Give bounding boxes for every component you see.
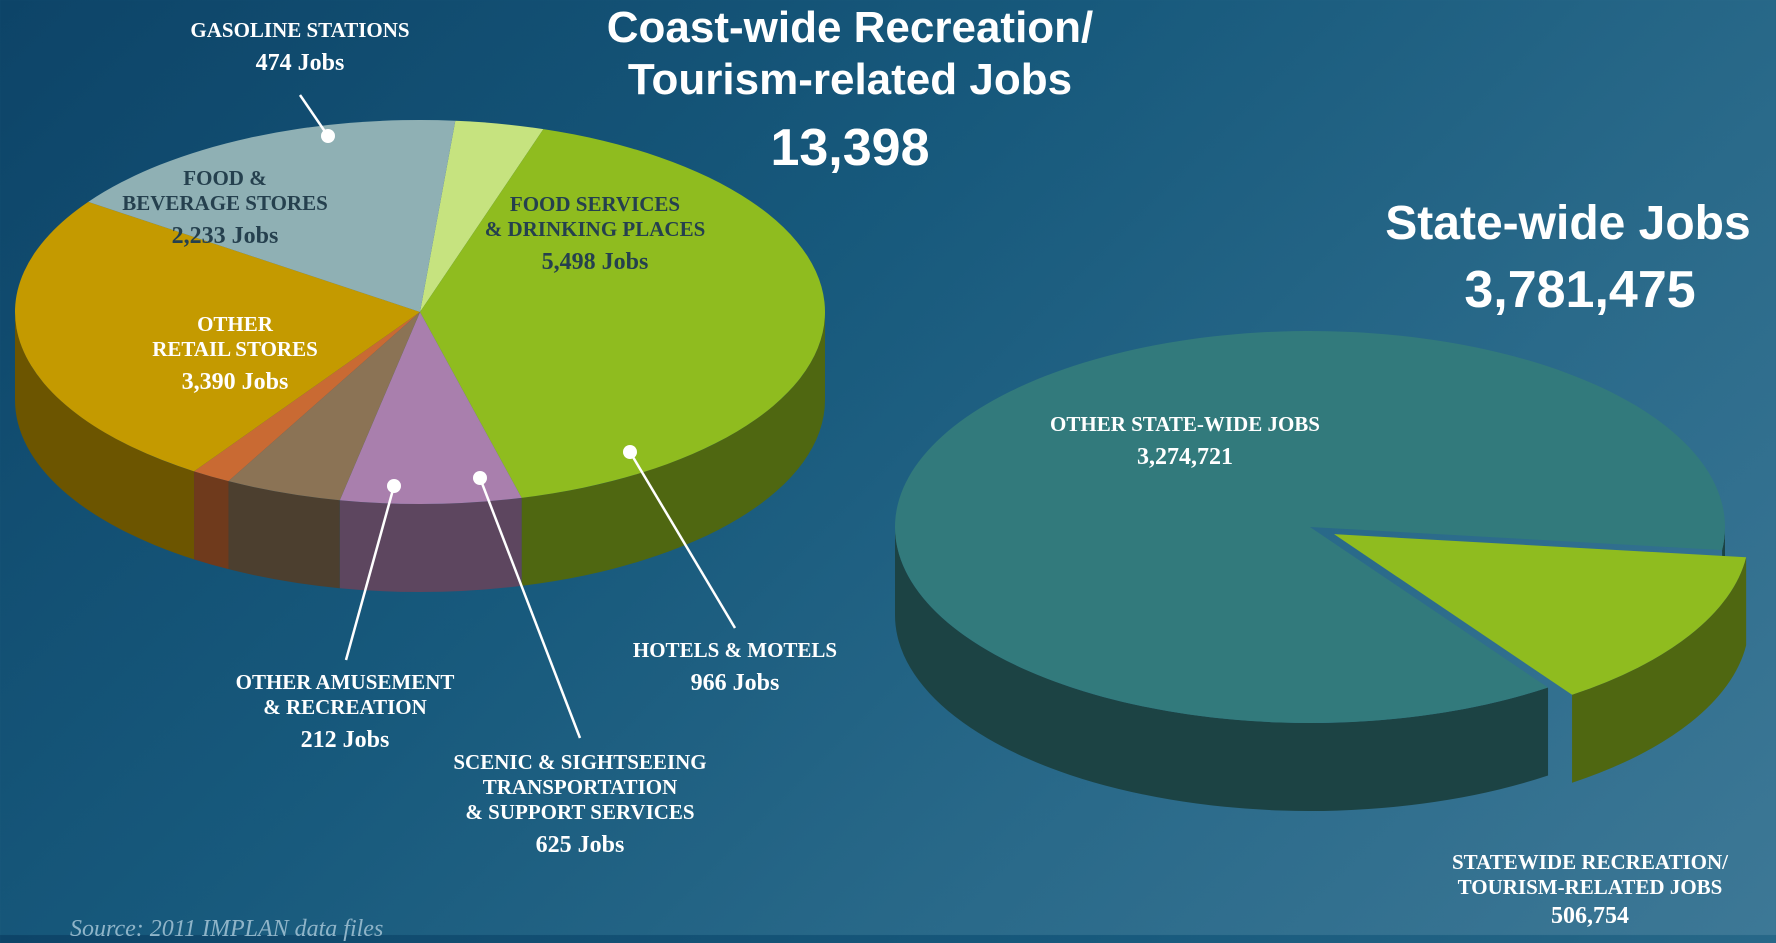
label-other-retail-line2: RETAIL STORES: [152, 337, 318, 361]
label-statewide-line2: TOURISM-RELATED JOBS: [1457, 875, 1723, 899]
label-scenic-line3: & SUPPORT SERVICES: [465, 800, 695, 824]
label-food-beverage: FOOD & BEVERAGE STORES 2,233 Jobs: [90, 166, 360, 250]
label-amusement: OTHER AMUSEMENT & RECREATION 212 Jobs: [210, 670, 480, 754]
label-scenic-line1: SCENIC & SIGHTSEEING: [453, 750, 707, 774]
label-other-state: OTHER STATE-WIDE JOBS 3,274,721: [1030, 412, 1340, 471]
slice-food-beverage-stores: [88, 120, 456, 313]
label-food-services-line1: FOOD SERVICES: [509, 192, 681, 216]
side-other-retail-stores: [15, 312, 195, 560]
state-title: State-wide Jobs: [1385, 197, 1751, 250]
label-amusement-value: 212 Jobs: [300, 727, 390, 753]
state-pie: [895, 331, 1747, 811]
label-other-retail-value: 3,390 Jobs: [181, 369, 289, 395]
slice-other-retail-stores: [14, 201, 420, 472]
label-food-beverage-value: 2,233 Jobs: [171, 223, 279, 249]
leader-dot-gasoline: [321, 129, 335, 143]
side-other-amusement-recreation: [194, 471, 229, 570]
label-hotels-name: HOTELS & MOTELS: [632, 638, 838, 662]
label-gasoline-value: 474 Jobs: [255, 50, 345, 76]
label-statewide-line1: STATEWIDE RECREATION/: [1452, 850, 1728, 874]
coast-title: Coast-wide Recreation/ Tourism-related J…: [560, 2, 1140, 106]
slice-gasoline-stations: [420, 120, 544, 312]
coast-pie: [14, 120, 826, 592]
slice-statewide-recreation-tourism-related-jobs: [1334, 534, 1747, 695]
label-food-services-value: 5,498 Jobs: [541, 249, 649, 275]
label-statewide-value: 506,754: [1551, 903, 1629, 929]
label-food-beverage-line2: BEVERAGE STORES: [122, 191, 328, 215]
label-other-retail: OTHER RETAIL STORES 3,390 Jobs: [110, 312, 360, 396]
leader-dot-amusement: [387, 479, 401, 493]
side-other-state-wide-jobs: [895, 527, 1549, 811]
label-statewide-recreation: STATEWIDE RECREATION/ TOURISM-RELATED JO…: [1420, 850, 1760, 930]
label-other-retail-line1: OTHER: [197, 312, 273, 336]
label-scenic-value: 625 Jobs: [535, 832, 625, 858]
label-gasoline-name: GASOLINE STATIONS: [190, 18, 410, 42]
slice-food-services-drinking-places: [420, 129, 825, 498]
leader-scenic: [478, 477, 582, 739]
label-hotels: HOTELS & MOTELS 966 Jobs: [610, 638, 860, 697]
side-scenic-sightseeing-transportation-support-services: [228, 481, 340, 589]
coast-total: 13,398: [770, 119, 930, 177]
coast-title-line1: Coast-wide Recreation/: [606, 3, 1094, 52]
label-amusement-line1: OTHER AMUSEMENT: [235, 670, 455, 694]
source-note: Source: 2011 IMPLAN data files: [70, 916, 384, 942]
label-other-state-value: 3,274,721: [1137, 444, 1233, 470]
label-amusement-line2: & RECREATION: [263, 695, 427, 719]
slice-other-state-wide-jobs: [895, 331, 1725, 723]
label-other-state-name: OTHER STATE-WIDE JOBS: [1050, 412, 1320, 436]
side-statewide-recreation-tourism-related-jobs: [1572, 557, 1747, 783]
leader-hotels: [628, 451, 737, 629]
side-food-services-drinking-places: [521, 312, 826, 586]
leader-dot-hotels: [623, 445, 637, 459]
label-gasoline: GASOLINE STATIONS 474 Jobs: [150, 18, 450, 77]
slice-other-amusement-recreation: [194, 312, 420, 482]
slice-hotels-motels: [339, 312, 522, 504]
label-scenic-line2: TRANSPORTATION: [482, 775, 678, 799]
leader-dot-scenic: [473, 471, 487, 485]
state-total: 3,781,475: [1464, 261, 1696, 319]
label-scenic: SCENIC & SIGHTSEEING TRANSPORTATION & SU…: [430, 750, 730, 859]
label-hotels-value: 966 Jobs: [690, 670, 780, 696]
label-food-beverage-line1: FOOD &: [183, 166, 267, 190]
label-food-services-line2: & DRINKING PLACES: [484, 217, 706, 241]
slice-scenic-sightseeing-transportation-support-services: [228, 312, 420, 501]
leader-amusement: [344, 485, 396, 661]
leader-gasoline: [298, 94, 330, 137]
label-food-services: FOOD SERVICES & DRINKING PLACES 5,498 Jo…: [440, 192, 750, 276]
leader-lines: [298, 94, 737, 739]
coast-title-line2: Tourism-related Jobs: [627, 55, 1073, 104]
